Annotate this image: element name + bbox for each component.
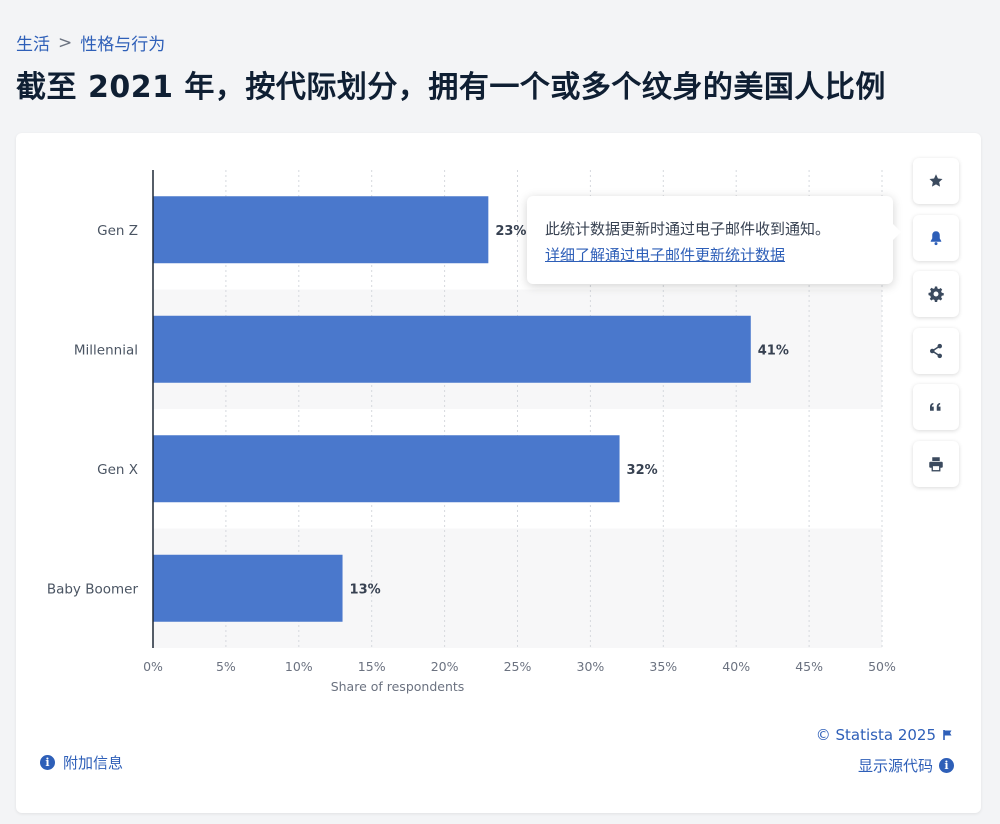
- category-label: Millennial: [74, 342, 138, 358]
- category-label: Gen Z: [97, 223, 138, 239]
- x-tick-label: 35%: [649, 659, 677, 674]
- show-source-button[interactable]: 显示源代码 i: [858, 755, 954, 776]
- x-tick-label: 15%: [358, 659, 386, 674]
- print-button[interactable]: [913, 441, 959, 487]
- value-label: 23%: [495, 224, 526, 239]
- bar-gen-z[interactable]: [153, 196, 489, 264]
- bar-baby-boomer[interactable]: [153, 554, 343, 622]
- x-axis-label: Share of respondents: [331, 679, 465, 694]
- star-icon: [929, 174, 943, 187]
- breadcrumb-current-link[interactable]: 性格与行为: [80, 35, 166, 55]
- x-tick-label: 10%: [285, 659, 313, 674]
- copyright-link[interactable]: © Statista 2025: [816, 726, 954, 744]
- x-tick-label: 40%: [722, 659, 750, 674]
- share-icon: [930, 343, 942, 359]
- flag-icon: [943, 730, 952, 740]
- additional-info-label: 附加信息: [63, 754, 124, 772]
- breadcrumb-separator: >: [58, 32, 73, 53]
- x-tick-label: 30%: [577, 659, 605, 674]
- category-label: Baby Boomer: [47, 581, 139, 597]
- copyright-text: © Statista 2025: [815, 726, 936, 744]
- value-label: 32%: [627, 463, 658, 478]
- category-label: Gen X: [97, 462, 138, 478]
- x-tick-label: 0%: [143, 659, 163, 674]
- notification-button[interactable]: [913, 215, 959, 261]
- bar-gen-x[interactable]: [153, 435, 620, 503]
- x-tick-label: 25%: [504, 659, 532, 674]
- quote-icon: [930, 402, 941, 411]
- tooltip-message: 此统计数据更新时通过电子邮件收到通知。: [545, 220, 831, 238]
- bar-millennial[interactable]: [153, 315, 751, 383]
- printer-icon: [929, 457, 943, 472]
- breadcrumb-parent-link[interactable]: 生活: [16, 35, 50, 55]
- settings-button[interactable]: [913, 271, 959, 317]
- share-button[interactable]: [913, 328, 959, 374]
- value-label: 13%: [350, 582, 381, 597]
- info-icon: i: [40, 755, 55, 770]
- x-tick-label: 50%: [868, 659, 896, 674]
- info-icon: i: [939, 758, 954, 773]
- breadcrumb: 生活 > 性格与行为: [16, 30, 166, 56]
- cite-button[interactable]: [913, 384, 959, 430]
- x-tick-label: 45%: [795, 659, 823, 674]
- additional-info-button[interactable]: i 附加信息: [40, 752, 123, 773]
- favorite-button[interactable]: [913, 158, 959, 204]
- tooltip-learn-more-link[interactable]: 详细了解通过电子邮件更新统计数据: [545, 246, 786, 264]
- bell-icon: [930, 231, 942, 246]
- x-tick-label: 5%: [216, 659, 236, 674]
- page-title: 截至 2021 年，按代际划分，拥有一个或多个纹身的美国人比例: [16, 70, 886, 105]
- gear-icon: [928, 286, 944, 302]
- value-label: 41%: [758, 343, 789, 358]
- notification-tooltip: 此统计数据更新时通过电子邮件收到通知。 详细了解通过电子邮件更新统计数据: [527, 196, 901, 284]
- x-tick-label: 20%: [431, 659, 459, 674]
- show-source-label: 显示源代码: [857, 757, 933, 775]
